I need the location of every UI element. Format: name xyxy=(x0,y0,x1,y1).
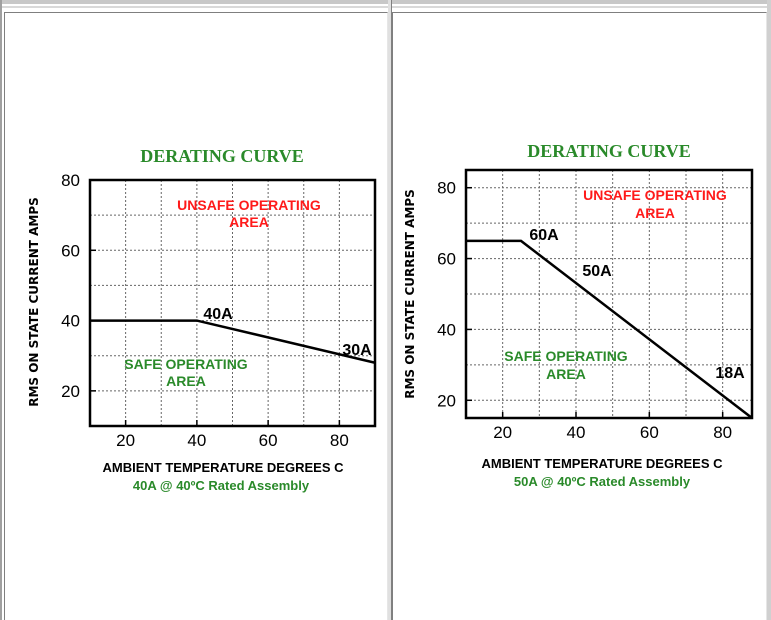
derating-curve xyxy=(90,319,376,364)
unsafe-area-label-line2: AREA xyxy=(635,205,675,221)
rating-subtitle: 40A @ 40ºC Rated Assembly xyxy=(133,478,310,493)
x-tick-label: 20 xyxy=(493,423,512,442)
y-axis-label: RMS ON STATE CURRENT AMPS xyxy=(403,189,417,399)
grid xyxy=(466,170,752,418)
plot-frame xyxy=(88,178,377,428)
cell-frame xyxy=(4,12,388,620)
x-tick-label: 40 xyxy=(187,431,206,450)
x-tick-label: 80 xyxy=(330,431,349,450)
grid xyxy=(90,180,375,426)
table-row-divider xyxy=(0,6,771,8)
table-top-border xyxy=(0,0,771,4)
chart-title: DERATING CURVE xyxy=(527,141,691,161)
plot-frame xyxy=(464,168,754,420)
rating-subtitle: 50A @ 40ºC Rated Assembly xyxy=(514,474,691,489)
curve-layer xyxy=(466,239,753,419)
curve-point-label: 18A xyxy=(715,365,745,382)
tick-labels: 20 40 60 80 20 40 60 80 xyxy=(61,171,349,450)
safe-area-label-line1: SAFE OPERATING xyxy=(124,356,248,372)
derating-curve xyxy=(466,239,753,419)
y-tick-label: 60 xyxy=(437,250,456,269)
chart-title: DERATING CURVE xyxy=(140,146,304,166)
safe-area-label-line2: AREA xyxy=(546,366,586,382)
y-tick-label: 20 xyxy=(437,391,456,410)
unsafe-area-label-line1: UNSAFE OPERATING xyxy=(583,187,727,203)
y-tick-label: 60 xyxy=(61,241,80,260)
y-tick-label: 40 xyxy=(437,320,456,339)
right-chart-cell xyxy=(392,12,767,620)
x-tick-label: 40 xyxy=(567,423,586,442)
curve-point-label: 50A xyxy=(582,263,612,280)
y-tick-label: 20 xyxy=(61,382,80,401)
tick-labels: 20 40 60 80 20 40 60 80 xyxy=(437,179,732,442)
safe-area-label-line2: AREA xyxy=(166,373,206,389)
curve-point-label: 40A xyxy=(203,306,233,323)
x-tick-label: 60 xyxy=(640,423,659,442)
y-tick-label: 80 xyxy=(437,179,456,198)
x-tick-label: 20 xyxy=(116,431,135,450)
x-axis-label: AMBIENT TEMPERATURE DEGREES C xyxy=(103,460,345,475)
cell-frame xyxy=(392,12,767,620)
x-axis-label: AMBIENT TEMPERATURE DEGREES C xyxy=(482,456,724,471)
curve-layer xyxy=(90,319,376,364)
table-right-border xyxy=(767,0,771,620)
unsafe-area-label-line2: AREA xyxy=(229,214,269,230)
x-tick-label: 80 xyxy=(713,423,732,442)
curve-point-label: 60A xyxy=(529,227,559,244)
left-chart-cell xyxy=(4,12,388,620)
table-mid-border xyxy=(388,0,392,620)
y-tick-label: 40 xyxy=(61,312,80,331)
table-left-border xyxy=(0,0,2,620)
table-mid-border-dark xyxy=(391,0,392,620)
x-tick-label: 60 xyxy=(259,431,278,450)
y-tick-label: 80 xyxy=(61,171,80,190)
safe-area-label-line1: SAFE OPERATING xyxy=(504,348,628,364)
curve-point-label: 30A xyxy=(342,342,372,359)
y-axis-label: RMS ON STATE CURRENT AMPS xyxy=(27,197,41,407)
unsafe-area-label-line1: UNSAFE OPERATING xyxy=(177,197,321,213)
